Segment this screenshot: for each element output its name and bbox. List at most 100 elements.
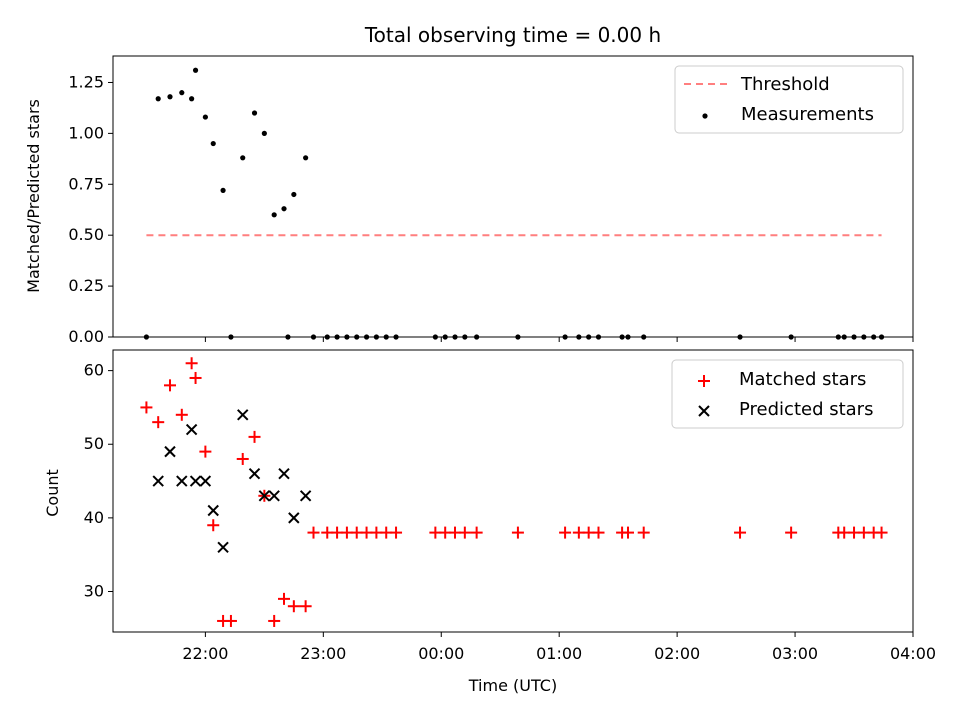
predicted-star-point	[199, 475, 212, 487]
predicted-star-point	[217, 541, 229, 554]
measurement-point	[344, 334, 350, 340]
measurement-point	[586, 334, 592, 340]
predicted-star-point	[248, 467, 261, 480]
matched-star-point	[140, 401, 153, 414]
measurement-point	[515, 334, 521, 340]
matched-star-point	[511, 526, 524, 539]
measurement-point	[737, 334, 743, 340]
matched-star-point	[248, 430, 261, 443]
measurement-point	[871, 334, 877, 340]
measurement-point	[179, 90, 185, 96]
matched-star-point	[637, 526, 650, 539]
legend-matched-swatch	[698, 375, 710, 387]
matched-star-point	[299, 600, 312, 613]
predicted-star-point	[237, 409, 249, 421]
measurement-point	[363, 334, 370, 340]
top-y-tick-label: 1.00	[68, 123, 104, 142]
measurement-point	[303, 155, 309, 161]
measurement-point	[189, 96, 195, 102]
measurement-point	[851, 334, 857, 340]
matched-star-point	[875, 526, 888, 539]
measurement-point	[562, 334, 568, 340]
matched-star-point	[268, 614, 281, 627]
bottom-legend-frame	[671, 359, 904, 429]
matched-star-point	[307, 526, 320, 539]
measurement-point	[878, 334, 885, 340]
matched-star-point	[189, 371, 202, 384]
bottom-y-tick-label: 30	[84, 582, 104, 601]
predicted-star-point	[258, 490, 271, 502]
measurement-point	[251, 110, 258, 116]
bottom-x-tick-label: 23:00	[300, 644, 346, 663]
measurement-point	[220, 187, 226, 193]
measurement-point	[841, 334, 847, 340]
matched-star-point	[199, 445, 212, 458]
matched-star-point	[734, 526, 747, 539]
measurement-point	[334, 334, 340, 340]
measurement-point	[228, 334, 234, 340]
measurement-point	[281, 206, 287, 212]
measurement-point	[202, 114, 208, 120]
measurement-point	[576, 334, 582, 340]
bottom-x-tick-label: 00:00	[418, 644, 464, 663]
measurement-point	[373, 334, 379, 340]
predicted-star-point	[278, 467, 290, 480]
matched-star-point	[185, 357, 198, 370]
matched-star-point	[621, 526, 634, 539]
matched-star-point	[152, 416, 165, 429]
measurement-point	[641, 334, 647, 340]
bottom-panel: 30 40 50 60 22:00 23:00 00:00 01:00 02:00 03:00 04…	[84, 349, 936, 663]
predicted-star-point	[299, 490, 312, 502]
matched-star-point	[164, 379, 177, 392]
measurement-point	[861, 334, 867, 340]
predicted-star-point	[207, 504, 219, 517]
measurement-point	[143, 334, 150, 340]
bottom-y-axis-label: Count	[43, 469, 62, 517]
chart-title: Total observing time = 0.00 h	[364, 23, 661, 47]
matched-star-point	[224, 614, 237, 627]
measurement-point	[474, 334, 480, 340]
measurement-point	[452, 334, 458, 340]
measurement-point	[261, 130, 267, 136]
predicted-star-point	[152, 475, 164, 487]
matched-star-point	[287, 600, 300, 613]
measurement-point	[240, 155, 246, 161]
measurement-point	[155, 96, 161, 102]
top-y-tick-label: 0.25	[68, 276, 104, 295]
measurement-point	[167, 94, 173, 100]
bottom-x-tick-label: 22:00	[182, 644, 228, 663]
bottom-y-tick-label: 40	[84, 508, 104, 527]
top-y-tick-label: 0.75	[68, 174, 104, 193]
matched-star-point	[559, 526, 572, 539]
top-legend: Threshold Measurements	[674, 65, 904, 134]
legend-predicted-swatch	[698, 405, 710, 417]
bottom-x-tick-label: 03:00	[772, 644, 818, 663]
bottom-x-tick-label: 02:00	[654, 644, 700, 663]
measurement-point	[595, 334, 602, 340]
predicted-star-point	[164, 445, 176, 458]
measurement-point	[625, 334, 631, 340]
matched-star-point	[592, 526, 605, 539]
matched-star-point	[175, 408, 188, 421]
bottom-x-tick-label: 01:00	[536, 644, 582, 663]
legend-predicted-label: Predicted stars	[739, 399, 873, 420]
bottom-y-tick-label: 50	[84, 434, 104, 453]
measurement-point	[462, 334, 468, 340]
measurement-point	[788, 334, 794, 340]
matched-star-point	[390, 526, 403, 539]
measurement-point	[835, 334, 841, 340]
measurement-point	[393, 334, 399, 340]
matched-star-point	[470, 526, 483, 539]
matched-star-point	[207, 519, 220, 532]
measurement-point	[291, 191, 297, 198]
top-y-axis-label: Matched/Predicted stars	[24, 99, 43, 293]
predicted-star-point	[185, 423, 198, 436]
matched-star-point	[458, 526, 471, 539]
legend-measurements-swatch	[702, 113, 708, 119]
predicted-star-point	[189, 475, 202, 487]
matched-star-point	[785, 526, 798, 539]
bottom-y-tick-label: 60	[84, 361, 104, 380]
measurement-point	[192, 67, 199, 73]
top-y-tick-label: 1.25	[68, 72, 104, 91]
